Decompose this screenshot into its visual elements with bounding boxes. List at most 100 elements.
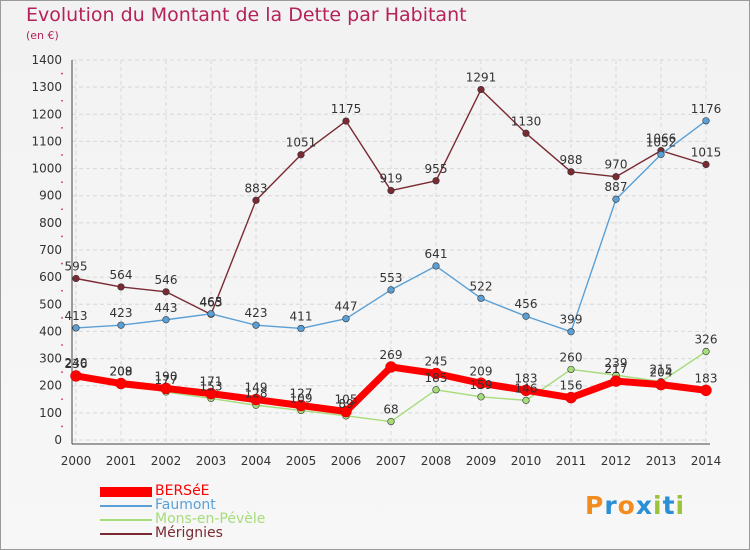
y-tick-label: 500 (39, 297, 62, 311)
data-label-3: 1015 (691, 146, 722, 160)
series-point-1 (72, 324, 80, 332)
legend-label: Faumont (155, 497, 216, 513)
data-label-2: 215 (650, 363, 673, 377)
y-tick-label: 600 (39, 270, 62, 284)
data-label-3: 1130 (511, 114, 542, 128)
series-point-2 (567, 365, 575, 374)
y-tick-label: 400 (39, 324, 62, 338)
data-label-3: 988 (560, 153, 583, 167)
data-label-3: 919 (380, 172, 403, 186)
data-label-3: 463 (200, 295, 223, 309)
y-minor-tick (61, 289, 63, 292)
series-point-1 (657, 150, 665, 159)
x-tick-label: 2003 (196, 454, 227, 468)
logo-letter: t (662, 491, 676, 520)
data-label-3: 1051 (286, 136, 317, 150)
y-minor-tick (61, 344, 63, 346)
x-tick-label: 2014 (691, 454, 722, 468)
data-label-1: 1176 (691, 102, 722, 116)
series-point-3 (702, 160, 710, 169)
series-point-1 (252, 321, 260, 329)
chart-title: Evolution du Montant de la Dette par Hab… (26, 4, 467, 26)
data-label-2: 68 (383, 403, 398, 417)
series-point-3 (117, 283, 125, 291)
logo-letter: x (635, 491, 653, 520)
series-point-3 (567, 168, 575, 176)
series-point-2 (477, 393, 485, 401)
y-tick-label: 1300 (31, 80, 62, 94)
proxiti-logo: Proxiti (585, 491, 685, 520)
series-point-3 (522, 129, 530, 137)
series-point-0 (565, 391, 577, 404)
data-label-0: 190 (155, 369, 178, 383)
x-tick-label: 2010 (511, 454, 542, 468)
series-point-2 (432, 386, 440, 394)
legend-swatch (100, 519, 152, 521)
data-label-3: 595 (65, 260, 88, 274)
data-label-1: 553 (380, 271, 403, 285)
series-point-0 (430, 367, 442, 380)
y-tick-label: 0 (54, 433, 62, 447)
data-label-0: 204 (650, 366, 673, 380)
legend-label: BERSéE (155, 483, 210, 499)
data-label-2: 153 (200, 379, 223, 393)
x-tick-label: 2012 (601, 454, 632, 468)
series-point-3 (612, 173, 620, 181)
series-point-0 (475, 377, 487, 390)
y-minor-tick (61, 235, 63, 238)
data-label-3: 883 (245, 181, 268, 195)
y-minor-tick (61, 208, 63, 211)
y-minor-tick (61, 126, 63, 129)
data-label-1: 522 (470, 279, 493, 293)
data-label-2: 128 (245, 386, 268, 400)
y-minor-tick (61, 371, 63, 374)
series-point-2 (387, 417, 395, 426)
x-tick-label: 2001 (106, 454, 137, 468)
data-label-0: 269 (380, 348, 403, 362)
y-minor-tick (61, 425, 63, 428)
x-tick-label: 2000 (61, 454, 92, 468)
series-point-1 (297, 324, 305, 333)
data-label-0: 183 (515, 371, 538, 385)
data-label-0: 208 (110, 365, 133, 379)
data-label-1: 887 (605, 180, 628, 194)
series-point-1 (342, 315, 350, 323)
data-label-3: 1175 (331, 102, 362, 116)
series-point-3 (72, 274, 80, 283)
legend-label: Mérignies (155, 525, 223, 541)
y-minor-tick (61, 398, 63, 401)
x-tick-label: 2009 (466, 454, 497, 468)
y-minor-tick (61, 72, 63, 75)
y-tick-label: 1100 (31, 134, 62, 148)
data-label-2: 209 (110, 364, 133, 378)
data-label-0: 127 (290, 387, 313, 401)
y-tick-label: 200 (39, 379, 62, 393)
data-label-1: 641 (425, 247, 448, 261)
data-label-2: 146 (515, 381, 538, 395)
series-point-1 (207, 310, 215, 318)
data-label-1: 465 (200, 295, 223, 309)
series-point-3 (162, 288, 170, 296)
y-tick-label: 100 (39, 406, 62, 420)
logo-letter: i (653, 491, 663, 520)
y-tick-label: 1000 (31, 162, 62, 176)
data-label-3: 546 (155, 273, 178, 287)
y-minor-tick (61, 262, 63, 265)
series-point-0 (250, 393, 262, 406)
series-point-1 (567, 328, 575, 336)
data-label-2: 239 (605, 356, 628, 370)
series-point-1 (702, 117, 710, 125)
y-tick-label: 1200 (31, 107, 62, 121)
data-label-2: 177 (155, 373, 178, 387)
data-label-3: 955 (425, 162, 448, 176)
data-label-1: 423 (110, 306, 133, 320)
data-label-1: 411 (290, 309, 313, 323)
y-minor-tick (61, 316, 63, 319)
data-label-0: 156 (560, 379, 583, 393)
series-point-3 (297, 151, 305, 159)
series-point-1 (612, 195, 620, 203)
series-point-0 (610, 375, 622, 387)
x-tick-label: 2008 (421, 454, 452, 468)
series-point-3 (477, 85, 485, 94)
